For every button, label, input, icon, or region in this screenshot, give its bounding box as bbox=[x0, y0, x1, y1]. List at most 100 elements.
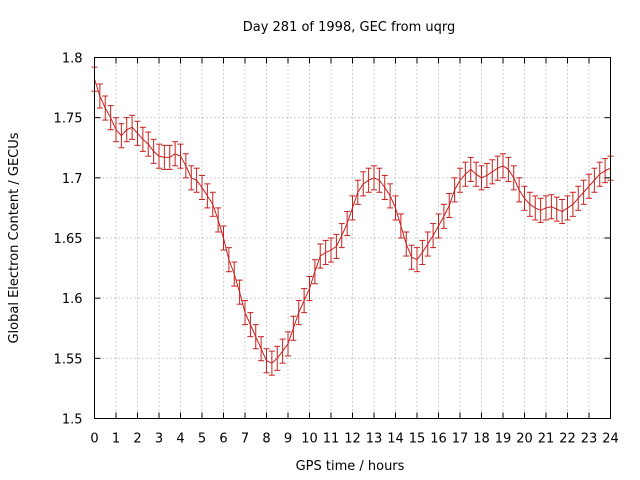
data-point-errorbar bbox=[290, 315, 297, 341]
data-point-errorbar bbox=[403, 231, 410, 257]
data-point-errorbar bbox=[317, 243, 324, 269]
data-point-errorbar bbox=[252, 324, 259, 350]
data-point-errorbar bbox=[134, 120, 141, 146]
data-point-errorbar bbox=[387, 183, 394, 209]
data-point-errorbar bbox=[446, 192, 453, 219]
data-point-errorbar bbox=[462, 161, 469, 187]
x-tick-label: 24 bbox=[602, 432, 619, 447]
data-point-errorbar bbox=[129, 114, 136, 140]
data-point-errorbar bbox=[381, 174, 388, 200]
data-point-errorbar bbox=[156, 143, 162, 169]
x-tick-label: 20 bbox=[516, 432, 533, 447]
grid-lines bbox=[94, 57, 611, 419]
x-tick-label: 17 bbox=[452, 432, 469, 447]
data-point-errorbar bbox=[311, 259, 318, 285]
data-point-errorbar bbox=[414, 247, 420, 273]
data-point-errorbar bbox=[494, 155, 501, 181]
data-point-errorbar bbox=[489, 159, 496, 185]
data-point-errorbar bbox=[516, 177, 523, 203]
data-point-errorbar bbox=[500, 153, 506, 179]
y-axis-label: Global Electron Content / GECUs bbox=[7, 132, 22, 343]
x-tick-label: 18 bbox=[473, 432, 490, 447]
data-point-errorbar bbox=[220, 225, 227, 251]
data-point-errorbar bbox=[371, 165, 377, 191]
data-point-errorbar bbox=[473, 161, 480, 187]
data-point-errorbar bbox=[505, 156, 512, 182]
data-point-errorbar bbox=[209, 191, 216, 217]
data-point-errorbar bbox=[397, 213, 404, 239]
data-point-errorbar bbox=[182, 153, 189, 179]
data-point-errorbar bbox=[295, 300, 302, 326]
data-point-errorbar bbox=[424, 231, 431, 257]
data-point-errorbar bbox=[96, 83, 103, 109]
data-point-errorbar bbox=[268, 350, 275, 376]
data-point-errorbar bbox=[306, 276, 313, 302]
data-point-errorbar bbox=[322, 239, 329, 265]
x-tick-label: 13 bbox=[366, 432, 383, 447]
x-tick-label: 2 bbox=[133, 432, 141, 447]
data-point-errorbar bbox=[392, 195, 399, 221]
axis-ticks bbox=[94, 57, 611, 419]
data-point-errorbar bbox=[478, 165, 485, 191]
data-point-errorbar bbox=[285, 331, 291, 357]
data-point-errorbar bbox=[483, 162, 490, 188]
data-point-errorbar bbox=[231, 261, 238, 287]
x-tick-label: 6 bbox=[219, 432, 227, 447]
data-point-errorbar bbox=[543, 195, 549, 221]
data-point-errorbar bbox=[193, 167, 200, 193]
data-point-errorbar bbox=[236, 279, 243, 305]
data-point-errorbar bbox=[602, 158, 609, 184]
x-tick-label: 23 bbox=[581, 432, 598, 447]
data-point-errorbar bbox=[166, 144, 173, 170]
data-point-errorbar bbox=[199, 174, 205, 200]
data-point-errorbar bbox=[102, 95, 109, 121]
y-tick-label: 1.75 bbox=[54, 112, 83, 127]
data-point-errorbar bbox=[457, 167, 463, 193]
x-axis-label: GPS time / hours bbox=[296, 459, 405, 474]
data-point-errorbar bbox=[258, 336, 265, 362]
data-point-errorbar bbox=[467, 156, 474, 182]
x-tick-label: 16 bbox=[430, 432, 447, 447]
data-point-errorbar bbox=[553, 196, 560, 222]
data-point-errorbar bbox=[172, 141, 179, 167]
data-point-errorbar bbox=[521, 185, 528, 211]
data-point-errorbar bbox=[263, 348, 270, 374]
data-point-errorbar bbox=[430, 223, 437, 249]
data-point-errorbar bbox=[113, 117, 119, 143]
data-point-errorbar bbox=[586, 173, 592, 199]
data-point-errorbar bbox=[333, 233, 340, 259]
series-gec bbox=[91, 66, 614, 376]
data-point-errorbar bbox=[575, 185, 582, 211]
x-tick-label: 1 bbox=[112, 432, 120, 447]
y-tick-label: 1.6 bbox=[62, 292, 83, 307]
data-point-errorbar bbox=[559, 198, 566, 225]
data-point-errorbar bbox=[532, 195, 539, 221]
y-tick-label: 1.5 bbox=[62, 413, 83, 428]
data-point-errorbar bbox=[145, 131, 152, 157]
data-point-errorbar bbox=[301, 288, 308, 314]
y-tick-label: 1.8 bbox=[62, 52, 83, 67]
data-point-errorbar bbox=[225, 247, 232, 273]
data-point-errorbar bbox=[279, 338, 286, 364]
y-tick-label: 1.65 bbox=[54, 232, 83, 247]
data-point-errorbar bbox=[338, 223, 345, 249]
x-tick-label: 9 bbox=[284, 432, 292, 447]
data-point-errorbar bbox=[451, 177, 458, 203]
x-tick-label: 14 bbox=[387, 432, 404, 447]
data-point-errorbar bbox=[591, 167, 598, 193]
data-point-errorbar bbox=[123, 117, 130, 143]
x-tick-label: 0 bbox=[90, 432, 98, 447]
data-point-errorbar bbox=[328, 237, 334, 263]
x-tick-labels: 0 1 2 3 4 5 6 7 8 9 10 11 12 13 14 15 16 17 18 19 20 21 22 23 24 bbox=[90, 432, 618, 447]
x-tick-label: 10 bbox=[301, 432, 318, 447]
data-point-errorbar bbox=[360, 171, 367, 197]
data-point-errorbar bbox=[596, 161, 603, 187]
x-tick-label: 12 bbox=[344, 432, 361, 447]
y-tick-labels: 1.5 1.55 1.6 1.65 1.7 1.75 1.8 bbox=[54, 52, 83, 428]
x-tick-label: 4 bbox=[176, 432, 184, 447]
x-tick-label: 3 bbox=[155, 432, 163, 447]
data-point-errorbar bbox=[537, 197, 544, 223]
data-point-errorbar bbox=[349, 195, 356, 221]
x-tick-label: 22 bbox=[559, 432, 576, 447]
data-point-errorbar bbox=[215, 207, 222, 233]
